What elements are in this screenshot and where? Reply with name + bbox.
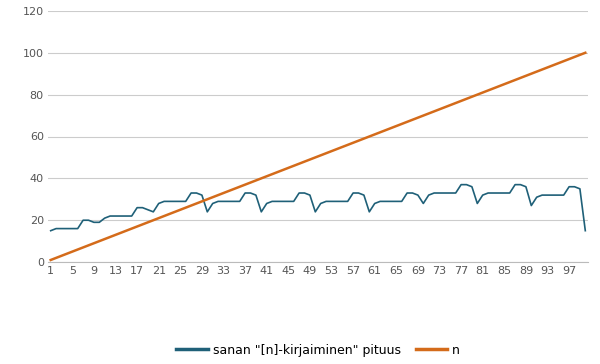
sanan "[n]-kirjaiminen" pituus [458, 182, 465, 187]
n [150, 218, 157, 222]
sanan "[n]-kirjaiminen" pituus [366, 210, 373, 214]
sanan "[n]-kirjaiminen" pituus [560, 193, 568, 197]
sanan "[n]-kirjaiminen" pituus [150, 210, 157, 214]
sanan "[n]-kirjaiminen" pituus [47, 229, 54, 233]
Line: sanan "[n]-kirjaiminen" pituus: sanan "[n]-kirjaiminen" pituus [50, 185, 586, 231]
n [47, 258, 54, 262]
sanan "[n]-kirjaiminen" pituus [544, 193, 551, 197]
n [554, 61, 562, 66]
sanan "[n]-kirjaiminen" pituus [323, 199, 330, 203]
n [172, 210, 179, 214]
sanan "[n]-kirjaiminen" pituus [582, 229, 589, 233]
n [582, 51, 589, 55]
Line: n: n [50, 53, 586, 260]
sanan "[n]-kirjaiminen" pituus [172, 199, 179, 203]
n [366, 134, 373, 139]
n [323, 151, 330, 155]
Legend: sanan "[n]-kirjaiminen" pituus, n: sanan "[n]-kirjaiminen" pituus, n [172, 339, 464, 362]
n [539, 67, 546, 72]
